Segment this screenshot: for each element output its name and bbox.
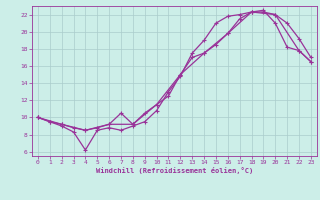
X-axis label: Windchill (Refroidissement éolien,°C): Windchill (Refroidissement éolien,°C): [96, 167, 253, 174]
